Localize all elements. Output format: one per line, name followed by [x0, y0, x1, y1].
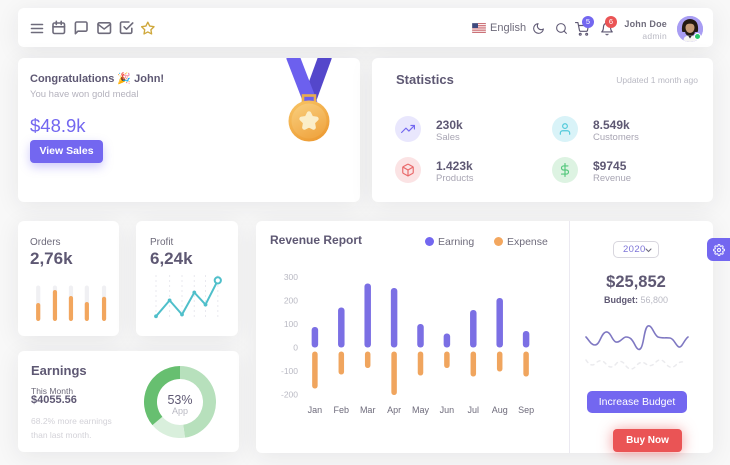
svg-text:Mar: Mar [360, 405, 376, 415]
svg-text:May: May [412, 405, 430, 415]
svg-text:0: 0 [293, 343, 298, 353]
svg-text:-200: -200 [281, 390, 298, 400]
svg-text:Apr: Apr [387, 405, 401, 415]
svg-text:300: 300 [284, 272, 298, 282]
svg-text:100: 100 [284, 319, 298, 329]
svg-text:Feb: Feb [334, 405, 350, 415]
svg-text:Jan: Jan [308, 405, 323, 415]
svg-text:Aug: Aug [492, 405, 508, 415]
svg-text:-100: -100 [281, 366, 298, 376]
svg-text:Jun: Jun [440, 405, 455, 415]
svg-text:Sep: Sep [518, 405, 534, 415]
svg-text:200: 200 [284, 296, 298, 306]
svg-text:Jul: Jul [468, 405, 480, 415]
